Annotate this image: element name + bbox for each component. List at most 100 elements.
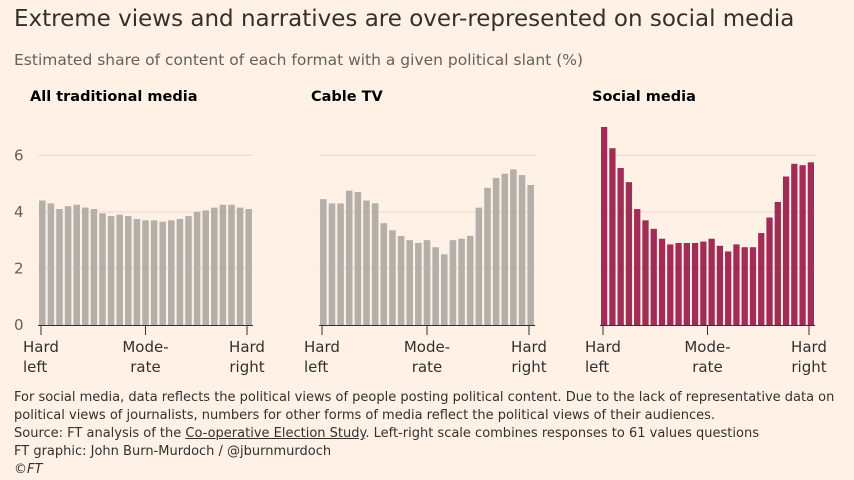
bar — [733, 244, 740, 325]
x-tick-label: Hard — [511, 338, 547, 356]
bar — [484, 187, 491, 325]
bar — [389, 230, 396, 325]
bar — [658, 238, 666, 325]
y-tick-label: 0 — [14, 316, 24, 334]
bar — [741, 247, 748, 325]
bar — [150, 220, 158, 325]
bar — [807, 162, 815, 325]
chart-title: Extreme views and narratives are over-re… — [14, 6, 795, 32]
bar — [449, 240, 457, 325]
bar — [159, 221, 166, 325]
x-tick-label: rate — [412, 358, 442, 376]
bar — [466, 235, 474, 325]
source-suffix: . Left-right scale combines responses to… — [365, 426, 759, 441]
bar — [492, 177, 500, 325]
bar — [202, 210, 209, 325]
x-tick-label: right — [229, 358, 264, 376]
bar — [700, 241, 707, 325]
bar — [39, 200, 46, 325]
panel-title-cable: Cable TV — [311, 89, 383, 105]
footer-note-line-2: political views of journalists, numbers … — [14, 408, 716, 423]
bar — [328, 203, 336, 325]
bar — [667, 244, 674, 325]
bar — [600, 127, 608, 325]
bar — [64, 206, 72, 325]
bar — [518, 175, 526, 325]
panel-title-traditional: All traditional media — [30, 89, 198, 105]
bar — [423, 240, 431, 325]
x-tick-label: Mode- — [122, 338, 168, 356]
bar — [397, 235, 405, 325]
bar — [354, 192, 362, 325]
x-tick-label: right — [511, 358, 546, 376]
bar — [228, 204, 235, 325]
x-tick-label: Hard — [229, 338, 265, 356]
x-tick-label: Hard — [585, 338, 621, 356]
y-tick-label: 2 — [14, 259, 24, 277]
x-tick-label: left — [585, 358, 609, 376]
bar — [337, 203, 344, 325]
bar — [56, 209, 63, 325]
bar — [193, 211, 201, 325]
bar — [320, 199, 327, 325]
bar — [625, 182, 633, 325]
x-tick-label: left — [304, 358, 328, 376]
source-link[interactable]: Co-operative Election Study — [185, 426, 366, 441]
footer-source: Source: FT analysis of the Co-operative … — [14, 425, 844, 443]
bar — [749, 247, 757, 325]
bar — [371, 203, 379, 325]
bar — [458, 238, 465, 325]
bar — [799, 165, 806, 325]
bar — [176, 218, 184, 325]
bar — [168, 220, 175, 325]
x-tick-label: Hard — [791, 338, 827, 356]
bar — [107, 216, 115, 325]
bar — [716, 245, 724, 325]
bar — [791, 163, 798, 325]
bar — [185, 216, 192, 325]
bar — [650, 228, 657, 325]
y-tick-label: 4 — [14, 203, 24, 221]
source-prefix: Source: FT analysis of the — [14, 426, 186, 441]
bar — [82, 207, 89, 325]
bar — [236, 207, 244, 325]
bar — [675, 242, 682, 325]
footer-note-line-1: For social media, data reflects the poli… — [14, 390, 835, 405]
x-tick-label: Hard — [23, 338, 59, 356]
x-tick-label: left — [23, 358, 47, 376]
bar — [345, 190, 353, 325]
bar — [415, 242, 422, 325]
footer-credit: FT graphic: John Burn-Murdoch / @jburnmu… — [14, 444, 332, 459]
bar — [211, 207, 218, 325]
x-tick-label: rate — [692, 358, 722, 376]
bar — [725, 251, 732, 325]
bar — [219, 204, 227, 325]
bar — [99, 213, 106, 325]
bar — [432, 247, 439, 325]
panel-title-social: Social media — [592, 89, 696, 105]
bar — [440, 254, 448, 325]
bar — [475, 207, 483, 325]
footer: For social media, data reflects the poli… — [14, 389, 844, 479]
bar — [47, 203, 55, 325]
bar — [708, 238, 715, 325]
bar — [766, 217, 773, 325]
bar — [363, 200, 370, 325]
bar — [116, 214, 123, 325]
x-tick-label: Mode- — [404, 338, 450, 356]
bar — [609, 148, 616, 325]
bar — [634, 209, 641, 325]
bar — [142, 220, 149, 325]
x-tick-label: rate — [130, 358, 160, 376]
bar — [782, 176, 790, 325]
bar — [406, 240, 414, 325]
bar — [133, 218, 141, 325]
x-tick-label: Hard — [304, 338, 340, 356]
bar — [758, 233, 765, 325]
y-tick-label: 6 — [14, 146, 24, 164]
bar — [617, 168, 624, 325]
chart-subtitle: Estimated share of content of each forma… — [14, 51, 584, 69]
bar — [527, 184, 534, 325]
bar — [683, 242, 690, 325]
bar — [245, 209, 252, 325]
